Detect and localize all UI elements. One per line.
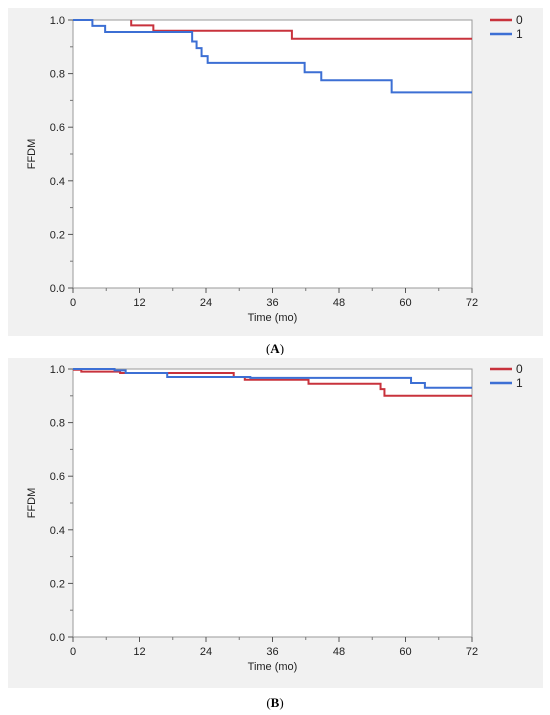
caption-b: (B) [266, 695, 284, 710]
panel-b: 0.0 0.2 0.4 0.6 0.8 1.0 0 12 24 36 48 60 72 Time (mo)… [0, 355, 550, 715]
series-line-0 [73, 368, 472, 397]
x-axis-label: Time (mo) [248, 312, 298, 324]
y-axis-label: FFDM [26, 488, 38, 519]
x-tick-label: 12 [133, 646, 145, 658]
y-tick-label: 0.0 [50, 283, 65, 295]
x-tick-label: 48 [333, 646, 345, 658]
y-tick-label: 0.2 [50, 578, 65, 590]
y-tick-label: 0.6 [50, 471, 65, 483]
y-tick-label: 0.4 [50, 525, 65, 537]
x-tick-label: 0 [70, 646, 76, 658]
panel-a: 0.0 0.2 0.4 0.6 0.8 1.0 0 12 24 36 48 60 72 Time (mo)… [8, 8, 543, 356]
x-tick-label: 36 [266, 297, 278, 309]
caption-a: (A) [265, 341, 285, 356]
x-tick-label: 48 [333, 297, 345, 309]
x-tick-label: 0 [70, 297, 76, 309]
y-tick-label: 0.6 [50, 122, 65, 134]
y-tick-label: 0.0 [50, 632, 65, 644]
plot-area [72, 368, 473, 638]
series-line-0 [130, 20, 472, 40]
y-axis-label: FFDM [26, 139, 38, 170]
y-tick-label: 1.0 [50, 364, 65, 376]
plot-area [72, 19, 473, 289]
legend-label-1: 1 [516, 27, 523, 41]
legend-label-0: 0 [516, 13, 523, 27]
x-axis-label: Time (mo) [248, 661, 298, 673]
x-tick-label: 72 [466, 297, 478, 309]
x-tick-label: 60 [399, 646, 411, 658]
legend-label-0: 0 [516, 362, 523, 376]
km-chart-a: 0.0 0.2 0.4 0.6 0.8 1.0 0 12 24 36 48 60 72 Time (mo)… [26, 13, 523, 324]
caption-b-letter: B [270, 695, 280, 710]
x-tick-label: 72 [466, 646, 478, 658]
x-tick-label: 24 [200, 646, 212, 658]
series-line-1 [73, 19, 472, 94]
x-tick-label: 24 [200, 297, 212, 309]
x-tick-label: 36 [266, 646, 278, 658]
x-tick-label: 12 [133, 297, 145, 309]
y-tick-label: 0.8 [50, 69, 65, 81]
y-tick-label: 0.4 [50, 176, 65, 188]
y-tick-label: 1.0 [50, 15, 65, 27]
km-chart-b: 0.0 0.2 0.4 0.6 0.8 1.0 0 12 24 36 48 60 72 Time (mo)… [26, 362, 523, 673]
y-tick-label: 0.8 [50, 418, 65, 430]
y-tick-label: 0.2 [50, 229, 65, 241]
series-line-1 [73, 368, 472, 389]
legend-label-1: 1 [516, 376, 523, 390]
x-tick-label: 60 [399, 297, 411, 309]
caption-a-letter: A [270, 341, 280, 356]
